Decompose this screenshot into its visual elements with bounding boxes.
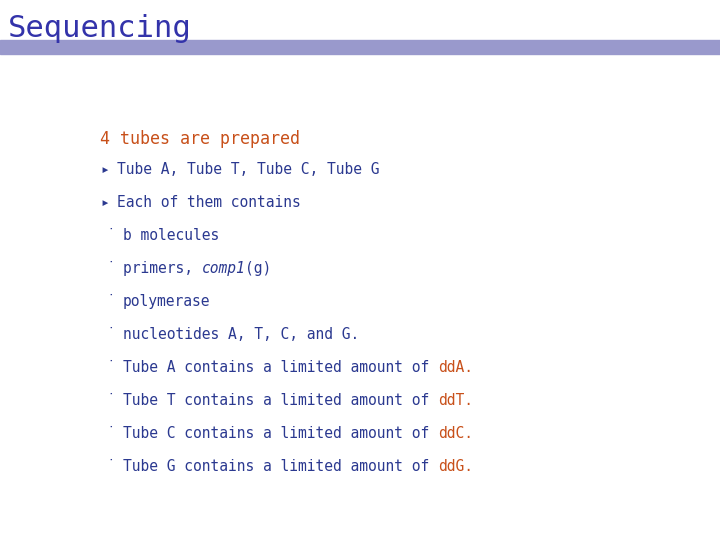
Text: ˙: ˙ (106, 393, 114, 408)
Text: Tube A, Tube T, Tube C, Tube G: Tube A, Tube T, Tube C, Tube G (117, 162, 379, 177)
Text: ˙: ˙ (106, 261, 114, 276)
Text: Tube A contains a limited amount of: Tube A contains a limited amount of (123, 360, 438, 375)
Text: Each of them contains: Each of them contains (117, 195, 301, 210)
Text: ˙: ˙ (106, 327, 114, 342)
Text: ddC.: ddC. (438, 426, 473, 441)
Text: Tube G contains a limited amount of: Tube G contains a limited amount of (123, 459, 438, 474)
Text: ˙: ˙ (106, 426, 114, 441)
Text: (g): (g) (246, 261, 271, 276)
Text: ˙: ˙ (106, 294, 114, 309)
Text: ▸: ▸ (100, 195, 109, 210)
Text: ddT.: ddT. (438, 393, 473, 408)
Text: ▸: ▸ (100, 162, 109, 177)
Text: ddG.: ddG. (438, 459, 473, 474)
Text: ˙: ˙ (106, 459, 114, 474)
Text: Sequencing: Sequencing (8, 14, 192, 43)
Text: Tube T contains a limited amount of: Tube T contains a limited amount of (123, 393, 438, 408)
Text: b molecules: b molecules (123, 228, 220, 243)
Text: ˙: ˙ (106, 228, 114, 243)
Text: polymerase: polymerase (123, 294, 210, 309)
Text: primers,: primers, (123, 261, 202, 276)
Text: comp1: comp1 (202, 261, 246, 276)
Text: ddA.: ddA. (438, 360, 473, 375)
Bar (0, 40, 720, 54)
Text: Tube C contains a limited amount of: Tube C contains a limited amount of (123, 426, 438, 441)
Text: 4 tubes are prepared: 4 tubes are prepared (100, 130, 300, 148)
Text: ˙: ˙ (106, 360, 114, 375)
Text: nucleotides A, T, C, and G.: nucleotides A, T, C, and G. (123, 327, 359, 342)
